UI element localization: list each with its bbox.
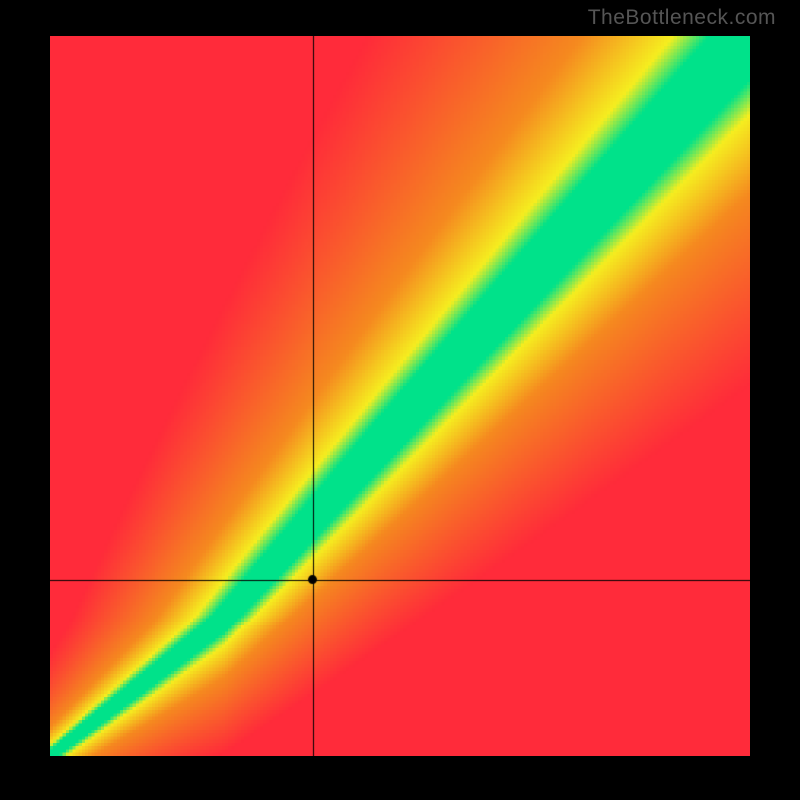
- watermark-label: TheBottleneck.com: [588, 6, 776, 30]
- crosshair-overlay: [50, 36, 750, 756]
- plot-area: [50, 36, 750, 756]
- chart-frame: TheBottleneck.com: [0, 0, 800, 800]
